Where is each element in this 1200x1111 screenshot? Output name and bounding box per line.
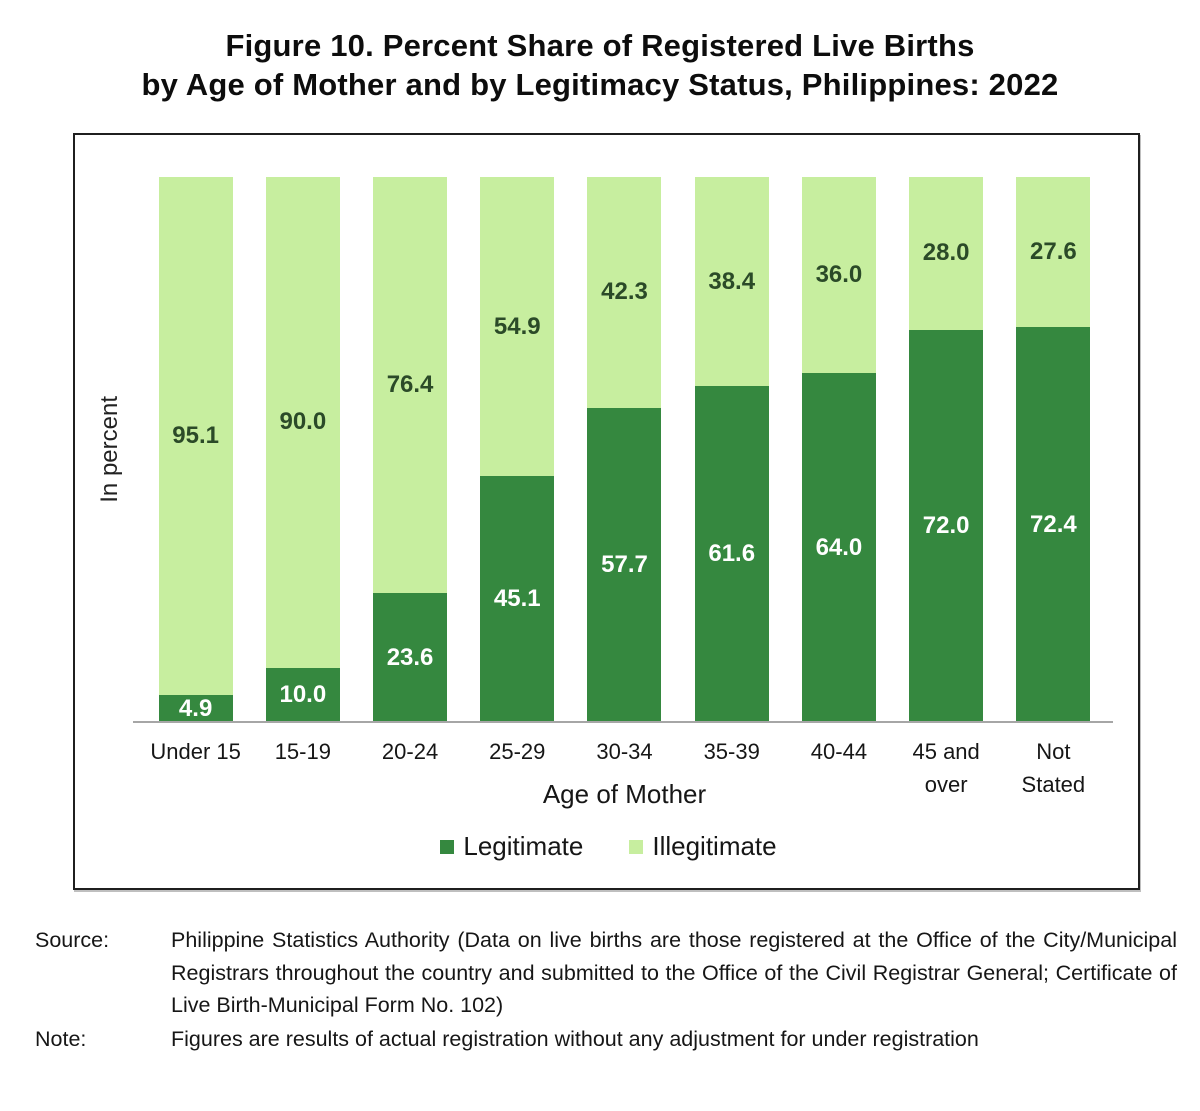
bar-column: 42.3 57.7: [571, 177, 678, 722]
value-label-legitimate: 72.0: [922, 511, 970, 539]
bar-column: 38.4 61.6: [678, 177, 785, 722]
stacked-bar: 36.0 64.0: [801, 177, 876, 722]
x-tick-label-line: over: [924, 772, 968, 797]
value-label-illegitimate: 54.9: [493, 312, 541, 340]
stacked-bar: 27.6 72.4: [1016, 177, 1091, 722]
segment-illegitimate: 54.9: [480, 177, 555, 477]
x-tick-label-line: 45 and: [912, 739, 980, 764]
segment-illegitimate: 36.0: [801, 177, 876, 374]
segment-legitimate: 64.0: [801, 373, 876, 722]
figure-title: Figure 10. Percent Share of Registered L…: [0, 26, 1200, 104]
bar-column: 54.9 45.1: [464, 177, 571, 722]
note-label: Note:: [35, 1026, 87, 1051]
x-tick-label-line: 25-29: [489, 739, 546, 764]
figure-title-line1: Figure 10. Percent Share of Registered L…: [225, 28, 975, 63]
x-tick-label-line: Not: [1036, 739, 1071, 764]
segment-legitimate: 72.4: [1016, 327, 1091, 722]
value-label-legitimate: 4.9: [178, 694, 213, 722]
segment-illegitimate: 95.1: [158, 177, 233, 696]
legend-label-illegitimate: Illegitimate: [652, 831, 777, 861]
stacked-bar: 76.4 23.6: [373, 177, 448, 722]
legend-item-illegitimate: Illegitimate: [629, 831, 777, 862]
value-label-legitimate: 10.0: [279, 680, 327, 708]
segment-legitimate: 72.0: [909, 329, 984, 722]
segment-legitimate: 45.1: [480, 476, 555, 722]
value-label-legitimate: 64.0: [815, 533, 863, 561]
segment-illegitimate: 27.6: [1016, 177, 1091, 328]
source-text: Philippine Statistics Authority (Data on…: [171, 928, 1177, 1017]
x-tick-label: 15-19: [249, 735, 356, 801]
value-label-illegitimate: 95.1: [172, 422, 219, 450]
stacked-bar: 42.3 57.7: [587, 177, 662, 722]
legend-label-legitimate: Legitimate: [463, 831, 584, 861]
segment-legitimate: 61.6: [694, 386, 769, 722]
chart-frame: In percent 95.1 4.9 90.0 10.0 76.4 23.6 54.9 45…: [73, 133, 1140, 890]
y-axis-title-wrap: In percent: [91, 177, 129, 722]
x-tick-label-line: Stated: [1021, 772, 1086, 797]
x-tick-label: Under 15: [142, 735, 249, 801]
note-text: Figures are results of actual registrati…: [171, 1026, 979, 1051]
bar-column: 28.0 72.0: [893, 177, 1000, 722]
x-tick-label: 30-34: [571, 735, 678, 801]
x-tick-label: 35-39: [678, 735, 785, 801]
x-axis-title: Age of Mother: [542, 779, 707, 809]
y-axis-title: In percent: [96, 396, 123, 503]
value-label-illegitimate: 76.4: [386, 371, 434, 399]
legend-swatch-illegitimate: [629, 839, 644, 854]
figure-title-line2: by Age of Mother and by Legitimacy Statu…: [141, 67, 1059, 102]
stacked-bar: 90.0 10.0: [265, 177, 340, 722]
segment-illegitimate: 90.0: [265, 177, 340, 668]
value-label-illegitimate: 90.0: [279, 408, 327, 436]
segment-illegitimate: 38.4: [694, 177, 769, 387]
value-label-legitimate: 57.7: [601, 550, 648, 578]
x-tick-label-line: 40-44: [810, 739, 868, 764]
bar-column: 27.6 72.4: [1000, 177, 1107, 722]
x-tick-label-line: 30-34: [596, 739, 653, 764]
x-tick-label: 20-24: [356, 735, 463, 801]
value-label-illegitimate: 27.6: [1030, 238, 1077, 266]
source-note-block: Source: Philippine Statistics Authority …: [35, 924, 1177, 1055]
x-tick-label: 45 and over: [893, 735, 1000, 801]
x-tick-label-line: 20-24: [381, 739, 439, 764]
segment-illegitimate: 76.4: [373, 177, 448, 594]
segment-legitimate: 23.6: [373, 593, 448, 722]
stacked-bar: 95.1 4.9: [158, 177, 233, 722]
stacked-bar: 38.4 61.6: [694, 177, 769, 722]
bar-column: 76.4 23.6: [356, 177, 463, 722]
value-label-legitimate: 23.6: [386, 643, 434, 671]
segment-illegitimate: 42.3: [587, 177, 662, 408]
x-tick-label-line: 35-39: [703, 739, 760, 764]
x-tick-label-line: Under 15: [150, 739, 241, 764]
x-tick-label: Not Stated: [1000, 735, 1107, 801]
bar-column: 90.0 10.0: [249, 177, 356, 722]
value-label-illegitimate: 42.3: [601, 278, 648, 306]
value-label-illegitimate: 28.0: [922, 239, 970, 267]
x-tick-label-line: 15-19: [274, 739, 331, 764]
segment-legitimate: 4.9: [158, 694, 233, 722]
value-label-legitimate: 72.4: [1030, 510, 1077, 538]
segment-legitimate: 57.7: [587, 407, 662, 722]
x-axis-line: [133, 721, 1113, 723]
x-axis-tick-labels: Under 15 15-19 20-24 25-29 30-34 35-39 40-44 45…: [142, 735, 1107, 801]
plot-area: 95.1 4.9 90.0 10.0 76.4 23.6 54.9 45.1 42.3 57.7 3…: [142, 177, 1107, 722]
stacked-bar: 54.9 45.1: [480, 177, 555, 722]
source-label: Source:: [35, 928, 110, 952]
value-label-legitimate: 61.6: [708, 540, 756, 568]
legend-item-legitimate: Legitimate: [440, 831, 583, 862]
x-tick-label: 40-44: [785, 735, 892, 801]
x-tick-label: 25-29: [464, 735, 571, 801]
bar-column: 95.1 4.9: [142, 177, 249, 722]
legend-swatch-legitimate: [440, 839, 455, 854]
segment-legitimate: 10.0: [265, 667, 340, 722]
segment-illegitimate: 28.0: [909, 177, 984, 330]
stacked-bar: 28.0 72.0: [909, 177, 984, 722]
value-label-legitimate: 45.1: [493, 585, 541, 613]
chart-legend: Legitimate Illegitimate: [75, 831, 1142, 862]
value-label-illegitimate: 38.4: [708, 267, 756, 295]
bar-column: 36.0 64.0: [785, 177, 892, 722]
value-label-illegitimate: 36.0: [815, 261, 863, 289]
